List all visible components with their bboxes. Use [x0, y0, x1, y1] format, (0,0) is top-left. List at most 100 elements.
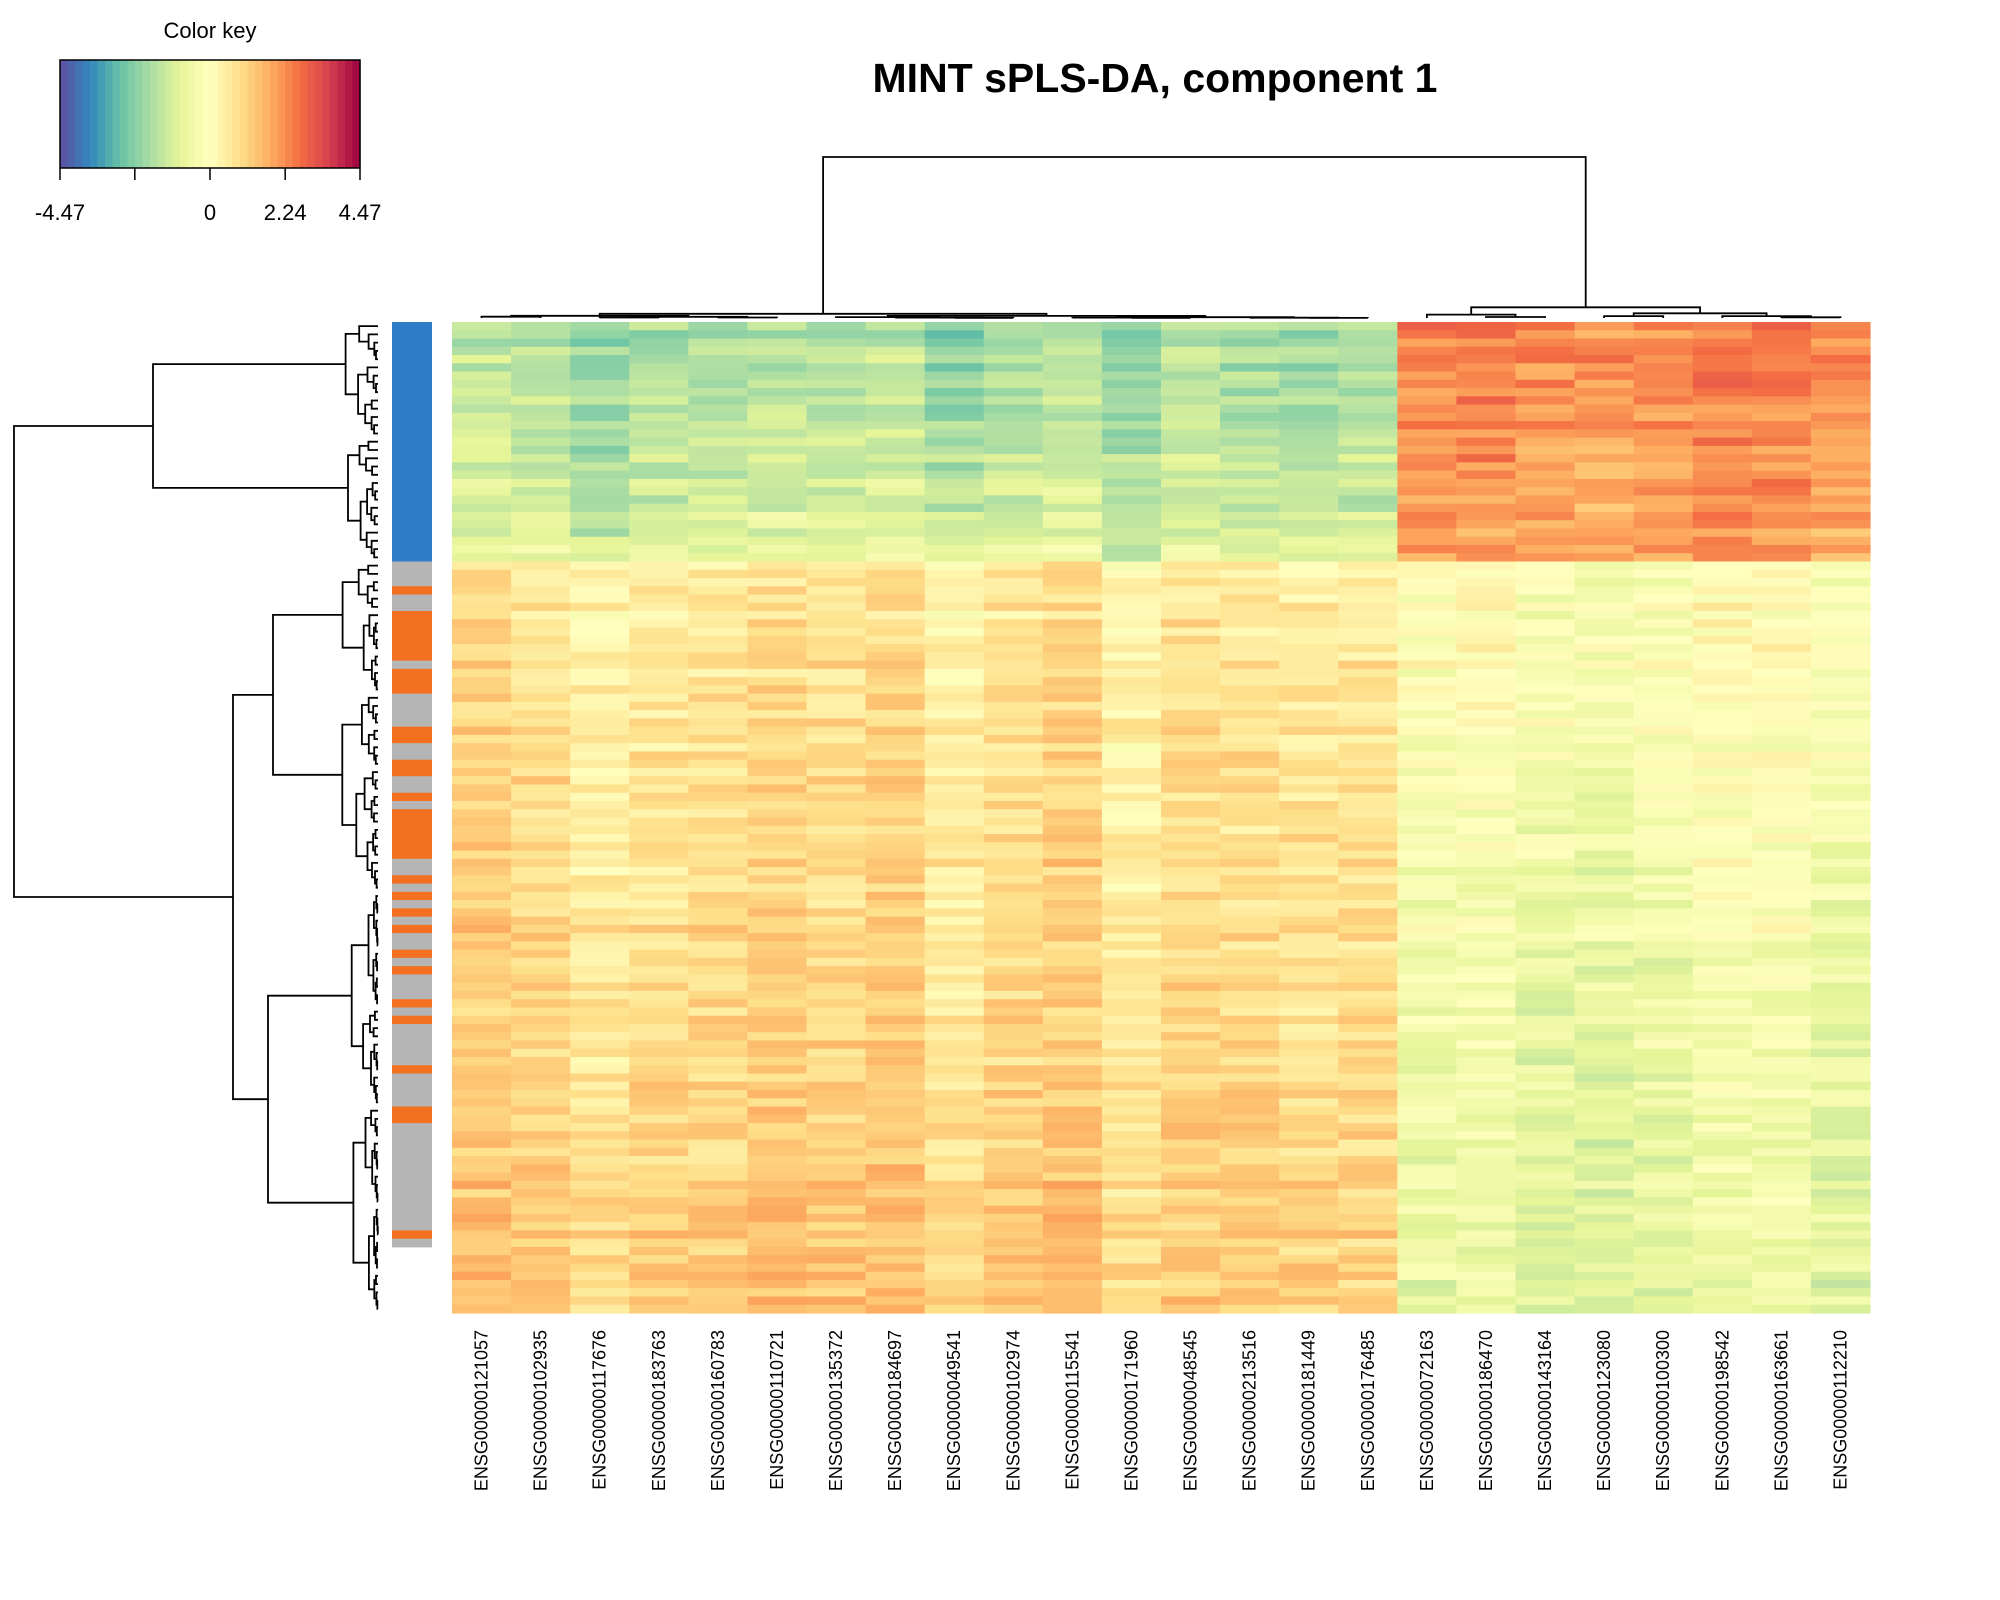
heatmap-cell [1101, 520, 1162, 530]
heatmap-cell [629, 602, 689, 612]
heatmap-cell [1279, 726, 1339, 736]
heatmap-cell [1692, 677, 1753, 686]
heatmap-cell [1692, 800, 1753, 810]
heatmap-cell [1279, 875, 1339, 885]
heatmap-cell [688, 1147, 749, 1157]
heatmap-cell [1101, 1131, 1162, 1141]
heatmap-cell [924, 429, 985, 439]
heatmap-cell [1515, 933, 1576, 942]
heatmap-cell [1161, 751, 1221, 761]
heatmap-cell [1751, 619, 1812, 629]
heatmap-cell [629, 536, 689, 546]
heatmap-cell [688, 652, 749, 662]
heatmap-cell [688, 470, 749, 480]
heatmap-cell [924, 528, 985, 538]
heatmap-cell [629, 784, 689, 794]
heatmap-cell [1692, 412, 1753, 422]
heatmap-cell [924, 767, 985, 777]
heatmap-cell [1220, 685, 1280, 695]
heatmap-cell [924, 982, 985, 992]
heatmap-cell [1692, 1106, 1753, 1116]
heatmap-cell [1574, 404, 1635, 414]
heatmap-cell [1101, 388, 1162, 397]
heatmap-cell [1692, 553, 1753, 563]
heatmap-cell [1692, 1098, 1753, 1108]
heatmap-cell [747, 1015, 808, 1025]
heatmap-cell [1220, 1065, 1280, 1075]
heatmap-cell [1042, 842, 1103, 852]
heatmap-cell [924, 1065, 985, 1075]
heatmap-cell [865, 346, 926, 356]
heatmap-cell [1574, 536, 1635, 546]
heatmap-cell [983, 429, 1044, 439]
heatmap-cell [1515, 759, 1576, 769]
heatmap-cell [1515, 677, 1576, 686]
heatmap-cell [688, 933, 749, 942]
heatmap-cell [983, 619, 1044, 629]
heatmap-cell [1692, 751, 1753, 761]
heatmap-cell [1161, 792, 1221, 802]
heatmap-cell [629, 726, 689, 736]
heatmap-cell [983, 495, 1044, 505]
heatmap-cell [924, 330, 985, 340]
row-dendrogram-branch [376, 1299, 379, 1310]
heatmap-cell [688, 685, 749, 695]
heatmap-cell [1161, 817, 1221, 827]
heatmap-cell [1574, 627, 1635, 637]
heatmap-cell [1456, 1222, 1517, 1232]
heatmap-cell [1692, 470, 1753, 480]
heatmap-cell [983, 330, 1044, 340]
heatmap-cell [452, 883, 512, 893]
heatmap-cell [1279, 561, 1339, 571]
heatmap-cell [865, 437, 926, 447]
heatmap-cell [1220, 388, 1280, 397]
heatmap-cell [570, 1073, 630, 1083]
heatmap-cell [1397, 693, 1458, 703]
heatmap-cell [570, 1222, 630, 1232]
heatmap-cell [629, 685, 689, 695]
heatmap-cell [452, 379, 512, 389]
heatmap-cell [1338, 900, 1398, 909]
heatmap-cell [1810, 1156, 1871, 1165]
heatmap-cell [1751, 1222, 1812, 1232]
heatmap-cell [1161, 982, 1221, 992]
heatmap-cell [1574, 1304, 1635, 1314]
heatmap-cell [1692, 1279, 1753, 1289]
heatmap-cell [1338, 553, 1398, 563]
heatmap-cell [1692, 776, 1753, 786]
heatmap-cell [1456, 1139, 1517, 1149]
heatmap-cell [865, 322, 926, 331]
heatmap-cell [1279, 1230, 1339, 1240]
heatmap-cell [1751, 454, 1812, 463]
heatmap-cell [1101, 966, 1162, 976]
heatmap-cell [1515, 1246, 1576, 1256]
heatmap-cell [511, 470, 571, 480]
color-key: Color key -4.47 0 2.24 4.47 [35, 18, 381, 225]
heatmap-cell [452, 875, 512, 885]
heatmap-cell [747, 388, 808, 397]
heatmap-cell [1220, 900, 1280, 909]
heatmap-cell [1101, 437, 1162, 447]
heatmap-cell [570, 437, 630, 447]
heatmap-cell [1692, 602, 1753, 612]
heatmap-cell [1633, 462, 1694, 472]
heatmap-cell [1279, 858, 1339, 868]
heatmap-cell [806, 1213, 867, 1223]
heatmap-cell [1574, 1222, 1635, 1232]
heatmap-cell [1042, 412, 1103, 422]
heatmap-cell [1397, 487, 1458, 497]
heatmap-cell [629, 834, 689, 843]
heatmap-cell [1751, 536, 1812, 546]
heatmap-cell [1751, 1246, 1812, 1256]
heatmap-cell [865, 858, 926, 868]
heatmap-cell [983, 718, 1044, 728]
heatmap-cell [452, 867, 512, 876]
row-side-color-segment [392, 561, 432, 587]
heatmap-cell [1633, 1106, 1694, 1116]
heatmap-cell [924, 1164, 985, 1174]
row-side-color-segment [392, 957, 432, 967]
heatmap-cell [1810, 627, 1871, 637]
heatmap-cell [1338, 511, 1398, 521]
heatmap-cell [1220, 1164, 1280, 1174]
heatmap-cell [1810, 1230, 1871, 1240]
